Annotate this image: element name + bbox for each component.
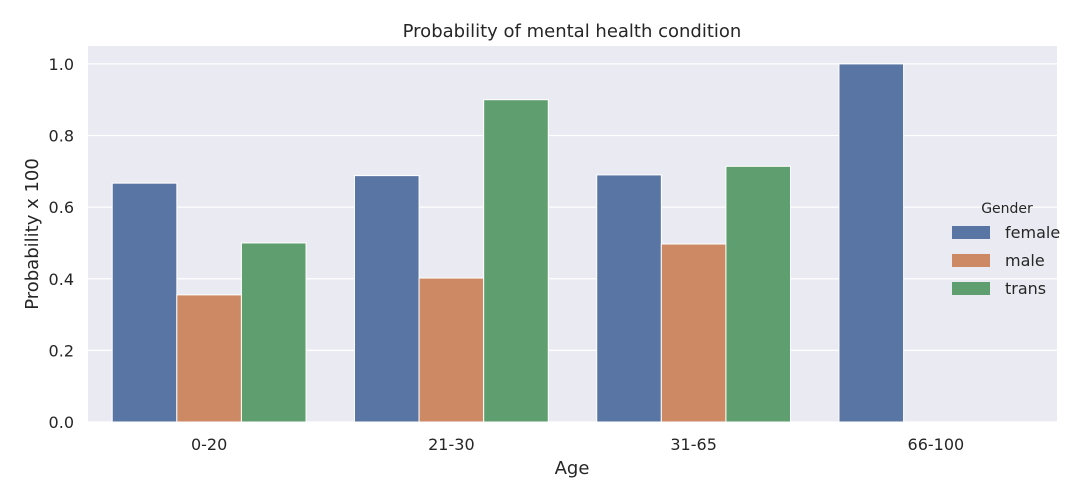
bars [111, 63, 905, 423]
x-tick-label: 66-100 [908, 435, 965, 454]
y-tick-label: 1.0 [49, 55, 74, 74]
legend-swatch-trans [952, 282, 990, 295]
x-tick-label: 31-65 [670, 435, 717, 454]
x-tick-label: 0-20 [191, 435, 227, 454]
legend-label-female: female [1005, 223, 1060, 242]
legend-label-trans: trans [1005, 279, 1046, 298]
y-tick-label: 0.0 [49, 413, 74, 432]
y-tick-label: 0.2 [49, 341, 74, 360]
bar-male-31-65 [660, 243, 727, 423]
bar-female-0-20 [111, 182, 178, 423]
x-tick-labels: 0-20 21-30 31-65 66-100 [191, 435, 964, 454]
x-axis-title: Age [555, 458, 590, 479]
legend-title: Gender [981, 201, 1033, 217]
legend-swatch-male [952, 254, 990, 267]
bar-female-66-100 [838, 63, 905, 423]
bar-trans-21-30 [483, 99, 549, 423]
y-tick-label: 0.4 [49, 270, 74, 289]
bar-trans-31-65 [725, 165, 792, 423]
bar-male-21-30 [418, 277, 485, 423]
y-tick-label: 0.8 [49, 127, 74, 146]
bar-female-31-65 [596, 174, 662, 423]
y-tick-label: 0.6 [49, 198, 74, 217]
bar-male-0-20 [176, 294, 242, 423]
bar-trans-0-20 [240, 242, 307, 423]
y-tick-labels: 0.0 0.2 0.4 0.6 0.8 1.0 [49, 55, 74, 432]
chart-title: Probability of mental health condition [403, 21, 742, 42]
legend-label-male: male [1005, 251, 1045, 270]
y-axis-title: Probability x 100 [22, 158, 43, 310]
bar-female-21-30 [353, 175, 420, 423]
x-tick-label: 21-30 [428, 435, 475, 454]
legend-swatch-female [952, 226, 990, 239]
legend: Gender female male trans [952, 201, 1060, 298]
